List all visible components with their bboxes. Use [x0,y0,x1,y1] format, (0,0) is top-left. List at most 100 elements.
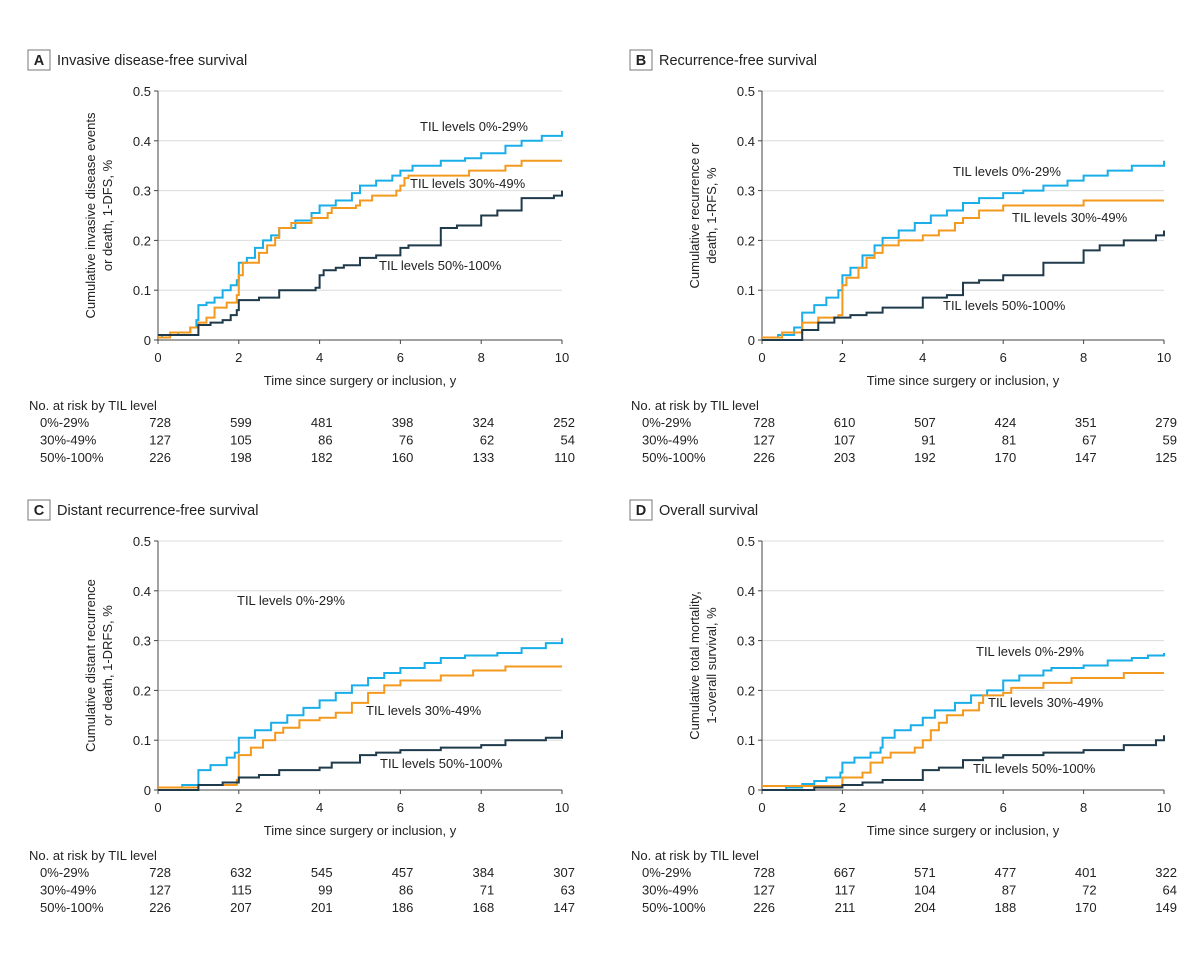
y-axis-label: death, 1-RFS, % [704,167,719,264]
risk-value: 149 [1155,900,1177,915]
risk-value: 127 [753,883,775,898]
y-axis-label: Cumulative total mortality, [687,591,702,740]
x-tick-label: 4 [919,350,926,365]
series-label: TIL levels 0%-29% [420,119,528,134]
y-tick-label: 0.1 [133,283,151,298]
risk-value: 424 [994,415,1016,430]
series-label: TIL levels 50%-100% [943,298,1066,313]
x-tick-label: 2 [235,800,242,815]
risk-value: 226 [753,900,775,915]
y-tick-label: 0.5 [133,534,151,549]
x-tick-label: 4 [919,800,926,815]
series-line-30-49 [762,199,1164,339]
risk-value: 192 [914,450,936,465]
risk-value: 204 [914,900,936,915]
x-tick-label: 10 [555,800,569,815]
x-axis-label: Time since surgery or inclusion, y [867,823,1060,838]
risk-value: 211 [835,900,856,915]
risk-value: 545 [311,865,333,880]
x-tick-label: 0 [154,350,161,365]
risk-value: 571 [914,865,936,880]
risk-row-label: 50%-100% [642,450,706,465]
risk-value: 351 [1075,415,1097,430]
y-tick-label: 0.2 [133,233,151,248]
risk-value: 71 [480,883,494,898]
y-axis-label: or death, 1-DRFS, % [100,605,115,726]
y-tick-label: 0.2 [133,683,151,698]
risk-value: 72 [1082,883,1096,898]
y-tick-label: 0.5 [737,84,755,99]
x-tick-label: 0 [758,350,765,365]
risk-table-header: No. at risk by TIL level [29,848,157,863]
y-tick-label: 0.4 [737,584,755,599]
panel-title: Overall survival [659,503,758,519]
risk-value: 147 [1075,450,1097,465]
risk-value: 127 [753,433,775,448]
risk-value: 86 [399,883,413,898]
risk-value: 105 [230,433,252,448]
risk-value: 728 [149,865,171,880]
risk-value: 110 [554,450,575,465]
risk-value: 127 [149,433,171,448]
risk-value: 133 [472,450,494,465]
panel-title: Invasive disease-free survival [57,53,247,69]
x-tick-label: 8 [478,350,485,365]
series-label: TIL levels 30%-49% [1012,210,1128,225]
risk-value: 186 [392,900,414,915]
y-tick-label: 0.4 [133,134,151,149]
series-label: TIL levels 30%-49% [410,176,526,191]
series-line-0-29 [158,130,563,339]
risk-value: 279 [1155,415,1177,430]
risk-value: 203 [834,450,856,465]
risk-value: 507 [914,415,936,430]
series-label: TIL levels 50%-100% [380,756,503,771]
risk-value: 398 [392,415,414,430]
series-line-0-29 [762,160,1165,339]
y-tick-label: 0.5 [737,534,755,549]
risk-value: 67 [1082,433,1096,448]
y-tick-label: 0.3 [737,184,755,199]
risk-value: 115 [231,883,252,898]
series-label: TIL levels 50%-100% [379,258,502,273]
risk-value: 99 [318,883,332,898]
series-line-30-49 [762,671,1164,788]
risk-table-header: No. at risk by TIL level [631,848,759,863]
risk-value: 610 [834,415,856,430]
risk-table-header: No. at risk by TIL level [631,398,759,413]
y-tick-label: 0.3 [737,634,755,649]
risk-row-label: 50%-100% [40,900,104,915]
risk-value: 182 [311,450,333,465]
panel-letter-box [629,49,653,71]
x-tick-label: 0 [758,800,765,815]
panel-letter-box [27,49,51,71]
risk-value: 63 [561,883,575,898]
y-tick-label: 0.1 [133,733,151,748]
y-tick-label: 0.3 [133,184,151,199]
risk-row-label: 0%-29% [40,415,90,430]
risk-value: 226 [149,900,171,915]
risk-value: 160 [392,450,414,465]
y-axis-label: 1-overall survival, % [704,607,719,724]
risk-value: 170 [1075,900,1097,915]
risk-row-label: 0%-29% [642,865,692,880]
risk-row-label: 50%-100% [642,900,706,915]
risk-value: 87 [1002,883,1016,898]
y-tick-label: 0.4 [133,584,151,599]
y-tick-label: 0.1 [737,283,755,298]
risk-value: 125 [1155,450,1177,465]
series-label: TIL levels 0%-29% [976,644,1084,659]
y-tick-label: 0.4 [737,134,755,149]
risk-value: 384 [472,865,494,880]
panel-d: D Overall survival 0 0.1 0.2 0.3 0.4 0.5 0 2 4 6 8 10… [629,499,1177,915]
panel-title: Distant recurrence-free survival [57,503,258,519]
risk-value: 76 [399,433,413,448]
panel-a: A Invasive disease-free survival 0 0.1 0.2 0.… [27,49,575,465]
x-tick-label: 10 [1157,350,1171,365]
risk-row-label: 50%-100% [40,450,104,465]
x-tick-label: 2 [839,350,846,365]
x-tick-label: 4 [316,350,323,365]
series-line-30-49 [158,159,562,339]
risk-value: 401 [1075,865,1097,880]
risk-row-label: 30%-49% [642,883,699,898]
